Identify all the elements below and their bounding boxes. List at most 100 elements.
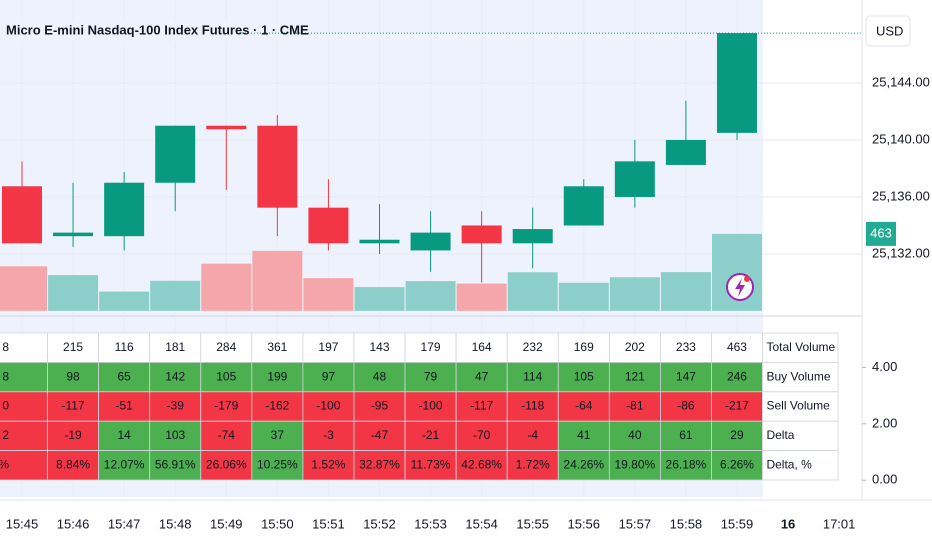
x-tick-label: 15:52 bbox=[363, 516, 396, 531]
table-cell-text: -81 bbox=[626, 399, 644, 413]
table-cell-text: 199 bbox=[267, 369, 287, 383]
volume-bar bbox=[456, 283, 507, 311]
volume-bar bbox=[0, 266, 47, 311]
table-cell-text: 6.26% bbox=[720, 457, 754, 471]
table-cell-text: 8 bbox=[2, 369, 9, 383]
table-cell bbox=[200, 361, 253, 393]
table-cell-text: 202 bbox=[625, 340, 645, 354]
indicator-tick-label: 2.00 bbox=[872, 415, 897, 430]
table-cell bbox=[455, 391, 508, 422]
table-cell-text: 1.52% bbox=[311, 457, 345, 471]
currency[interactable]: USD bbox=[876, 23, 903, 38]
volume-bar bbox=[405, 281, 456, 311]
table-cell bbox=[302, 361, 355, 393]
table-cell-text: -162 bbox=[265, 399, 289, 413]
x-tick-label: 15:54 bbox=[465, 516, 498, 531]
table-cell-text: -118 bbox=[521, 399, 544, 413]
table-cell-text: 105 bbox=[574, 369, 594, 383]
x-tick-label: 15:55 bbox=[516, 516, 549, 531]
x-tick-label: 15:56 bbox=[567, 516, 600, 531]
table-cell bbox=[506, 450, 559, 481]
table-cell bbox=[506, 420, 559, 452]
table-label-cell bbox=[762, 420, 839, 452]
table-row-label: Delta bbox=[766, 428, 794, 442]
table-cell bbox=[98, 361, 151, 393]
candle-body bbox=[308, 207, 349, 244]
volume-bar bbox=[150, 280, 201, 311]
table-cell-text: -70 bbox=[473, 428, 491, 442]
table-cell-text: -74 bbox=[218, 428, 236, 442]
table-cell-text: 56.91% bbox=[155, 457, 196, 471]
table-cell-text: 29 bbox=[730, 428, 744, 442]
table-cell-text: 98 bbox=[66, 369, 80, 383]
x-tick-label: 15:45 bbox=[6, 516, 39, 531]
table-cell-text: 14 bbox=[117, 428, 131, 442]
table-cell-text: 47 bbox=[475, 369, 489, 383]
indicator-icon-bolt bbox=[735, 278, 745, 297]
volume-bar bbox=[252, 250, 303, 311]
y-tick-label: 25,144.00 bbox=[872, 74, 930, 89]
table-cell-text: -217 bbox=[725, 399, 749, 413]
table-cell bbox=[353, 332, 406, 363]
table-cell bbox=[711, 391, 763, 422]
table-cell bbox=[557, 450, 610, 481]
x-tick-label: 15:53 bbox=[414, 516, 447, 531]
table-cell bbox=[455, 332, 508, 363]
table-cell bbox=[608, 361, 661, 393]
volume-bar bbox=[609, 277, 660, 311]
table-cell-text: 61 bbox=[679, 428, 693, 442]
table-cell-text: 463 bbox=[727, 340, 747, 354]
table-cell bbox=[200, 332, 253, 363]
plot: 25,132.00 25,136.00 25,140.00 25,144.00 15:4… bbox=[0, 32, 930, 532]
table-cell bbox=[200, 450, 253, 481]
table-cell bbox=[660, 450, 712, 481]
table-cell-text: 197 bbox=[318, 340, 338, 354]
table-cell bbox=[506, 332, 559, 363]
table-cell-text: 42.68% bbox=[461, 457, 502, 471]
table-cell bbox=[660, 361, 712, 393]
table-cell bbox=[47, 391, 100, 422]
x-tick-label: 15:50 bbox=[261, 516, 294, 531]
table-cell-text: 233 bbox=[676, 340, 696, 354]
table-cell bbox=[557, 391, 610, 422]
table-cell-text: 164 bbox=[472, 340, 492, 354]
table-cell-text: 114 bbox=[523, 369, 542, 383]
candle-body bbox=[53, 232, 94, 237]
table-cell bbox=[0, 332, 48, 363]
table-cell-text: 65 bbox=[117, 369, 131, 383]
table-cell bbox=[455, 361, 508, 393]
y-tick-label: 25,136.00 bbox=[872, 188, 930, 203]
table-cell-text: 169 bbox=[574, 340, 594, 354]
table-cell bbox=[98, 420, 151, 452]
table-cell bbox=[251, 420, 304, 452]
table-cell bbox=[353, 420, 406, 452]
table-cell bbox=[98, 450, 151, 481]
x-tick-label: 15:57 bbox=[619, 516, 652, 531]
candle-body bbox=[614, 161, 655, 197]
table-cell bbox=[353, 450, 406, 481]
table-cell bbox=[404, 450, 457, 481]
indicator-icon-dot bbox=[744, 276, 750, 282]
currency-button[interactable] bbox=[865, 15, 911, 47]
table-cell-text: 143 bbox=[369, 340, 389, 354]
title-background bbox=[0, 20, 236, 42]
chart-title: Micro E-mini Nasdaq-100 Index Futures · … bbox=[6, 22, 309, 37]
table-cell-text: -39 bbox=[167, 399, 185, 413]
candle-body bbox=[359, 239, 400, 244]
table-cell-text: 48 bbox=[373, 369, 387, 383]
table-cell-text: 215 bbox=[63, 340, 83, 354]
x-tick-label: 15:46 bbox=[57, 516, 90, 531]
table-cell-text: -100 bbox=[316, 399, 340, 413]
table-label-cell bbox=[762, 391, 839, 422]
table-cell-text: 121 bbox=[625, 369, 645, 383]
table-cell bbox=[660, 420, 712, 452]
table-cell-text: 2 bbox=[2, 428, 9, 442]
table-cell bbox=[557, 420, 610, 452]
y-tick-label: 25,132.00 bbox=[872, 245, 930, 260]
candle-body bbox=[206, 125, 247, 130]
table-cell-text: -64 bbox=[575, 399, 593, 413]
table-cell-text: 8.84% bbox=[56, 457, 90, 471]
table-cell bbox=[404, 420, 457, 452]
